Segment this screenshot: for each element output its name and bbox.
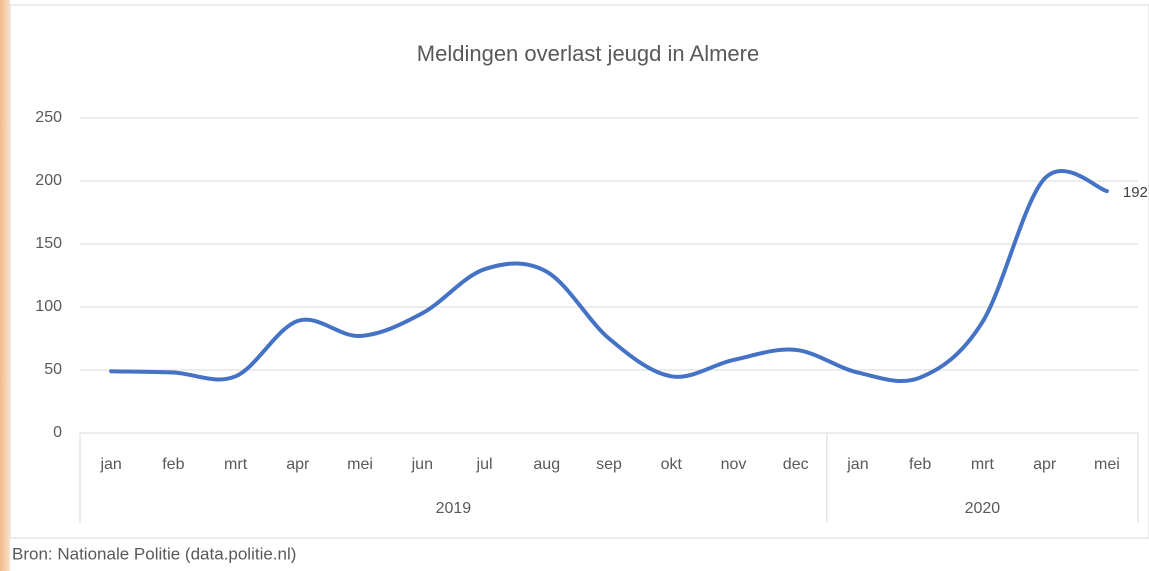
x-tick-label: sep	[596, 456, 622, 473]
y-tick-label: 100	[35, 298, 62, 315]
chart-area	[9, 4, 1149, 539]
x-tick-label: mrt	[224, 456, 248, 473]
x-tick-label: mei	[1094, 456, 1120, 473]
y-tick-label: 200	[35, 172, 62, 189]
x-tick-label: okt	[661, 456, 683, 473]
x-tick-label: jun	[411, 456, 433, 473]
chart-title: Meldingen overlast jeugd in Almere	[417, 41, 759, 66]
x-tick-label: jul	[476, 456, 493, 473]
x-tick-label: feb	[909, 456, 931, 473]
data-label: 192	[1123, 184, 1148, 201]
y-tick-label: 250	[35, 109, 62, 126]
x-tick-label: apr	[1033, 456, 1057, 473]
x-tick-label: jan	[99, 456, 121, 473]
x-group-label: 2019	[436, 500, 472, 517]
x-tick-label: dec	[783, 456, 809, 473]
x-group-label: 2020	[965, 500, 1001, 517]
x-tick-label: nov	[721, 456, 747, 473]
y-tick-label: 50	[44, 361, 62, 378]
x-tick-label: feb	[162, 456, 184, 473]
y-tick-label: 150	[35, 235, 62, 252]
x-tick-label: aug	[533, 456, 560, 473]
source-note: Bron: Nationale Politie (data.politie.nl…	[12, 544, 296, 563]
x-tick-label: mrt	[971, 456, 995, 473]
y-tick-label: 0	[53, 424, 62, 441]
line-series	[109, 169, 1109, 384]
x-tick-label: jan	[846, 456, 868, 473]
x-tick-label: apr	[286, 456, 310, 473]
x-tick-label: mei	[347, 456, 373, 473]
